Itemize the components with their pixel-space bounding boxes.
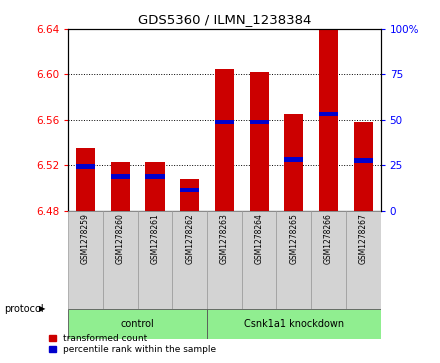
Text: GSM1278265: GSM1278265 [290, 213, 298, 264]
Title: GDS5360 / ILMN_1238384: GDS5360 / ILMN_1238384 [138, 13, 311, 26]
Text: GSM1278260: GSM1278260 [116, 213, 125, 264]
Bar [249, 72, 269, 211]
Bar [111, 162, 130, 211]
Bar [319, 112, 338, 117]
Bar [207, 211, 242, 309]
Bar [284, 157, 303, 162]
Bar [311, 211, 346, 309]
Text: GSM1278264: GSM1278264 [255, 213, 264, 264]
Bar [146, 162, 165, 211]
Bar [354, 122, 373, 211]
Bar [180, 188, 199, 192]
Bar [111, 174, 130, 179]
Text: control: control [121, 319, 154, 329]
Bar [76, 148, 95, 211]
Bar [215, 120, 234, 124]
Bar [146, 174, 165, 179]
Bar [76, 164, 95, 168]
Bar [319, 29, 338, 211]
Bar [346, 211, 381, 309]
Text: protocol: protocol [4, 303, 44, 314]
Bar [172, 211, 207, 309]
Bar [207, 309, 381, 339]
Text: GSM1278267: GSM1278267 [359, 213, 368, 264]
Text: GSM1278259: GSM1278259 [81, 213, 90, 264]
Bar [180, 179, 199, 211]
Bar [242, 211, 276, 309]
Bar [249, 120, 269, 124]
Bar [284, 114, 303, 211]
Bar [138, 211, 172, 309]
Bar [354, 158, 373, 163]
Legend: transformed count, percentile rank within the sample: transformed count, percentile rank withi… [48, 333, 217, 355]
Text: GSM1278266: GSM1278266 [324, 213, 333, 264]
Bar [68, 211, 103, 309]
Text: GSM1278261: GSM1278261 [150, 213, 159, 264]
Bar [103, 211, 138, 309]
Bar [68, 309, 207, 339]
Text: ▶: ▶ [39, 304, 45, 313]
Text: Csnk1a1 knockdown: Csnk1a1 knockdown [244, 319, 344, 329]
Bar [215, 69, 234, 211]
Text: GSM1278263: GSM1278263 [220, 213, 229, 264]
Bar [276, 211, 311, 309]
Text: GSM1278262: GSM1278262 [185, 213, 194, 264]
